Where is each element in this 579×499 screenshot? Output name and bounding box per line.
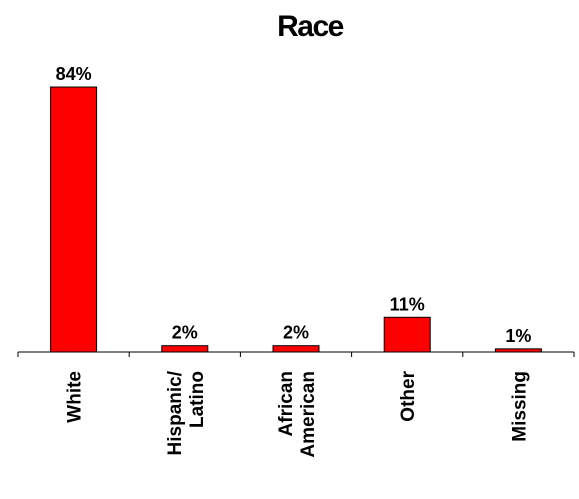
bar-data-label: 1%: [505, 326, 531, 346]
bar: [161, 345, 209, 353]
x-tick-label: Other: [398, 370, 419, 421]
x-tick-label-line: Missing: [509, 371, 530, 442]
bar-data-label: 2%: [283, 323, 309, 343]
x-tick-label: Hispanic/Latino: [165, 370, 208, 455]
x-tick-label-line: White: [65, 371, 86, 423]
x-tick-label: Missing: [509, 371, 530, 442]
x-axis: [17, 351, 575, 357]
x-tick-label-line: Latino: [187, 371, 208, 428]
bar: [272, 345, 320, 353]
bars-layer: [50, 86, 542, 353]
bar: [50, 86, 98, 353]
bar-data-label: 84%: [56, 64, 92, 84]
bar: [383, 316, 431, 353]
x-tick-labels: White Hispanic/Latino AfricanAmerican Other…: [65, 370, 531, 457]
x-tick-label-line: Hispanic/: [165, 370, 186, 455]
x-tick-label-line: American: [298, 371, 319, 458]
bar-data-label: 11%: [390, 294, 425, 314]
x-tick-label-line: African: [276, 371, 297, 436]
bar-data-label: 2%: [172, 323, 198, 343]
data-labels-layer: 84% 2% 2% 11% 1%: [56, 64, 532, 346]
x-tick-label-line: Other: [398, 370, 419, 421]
x-tick-label: AfricanAmerican: [276, 371, 319, 458]
chart-title: Race: [277, 10, 344, 43]
x-tick-label: White: [65, 371, 86, 423]
